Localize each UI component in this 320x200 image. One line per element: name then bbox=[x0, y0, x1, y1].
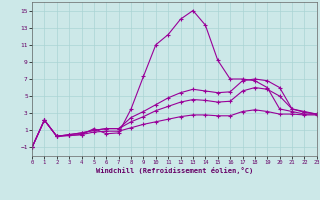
X-axis label: Windchill (Refroidissement éolien,°C): Windchill (Refroidissement éolien,°C) bbox=[96, 167, 253, 174]
